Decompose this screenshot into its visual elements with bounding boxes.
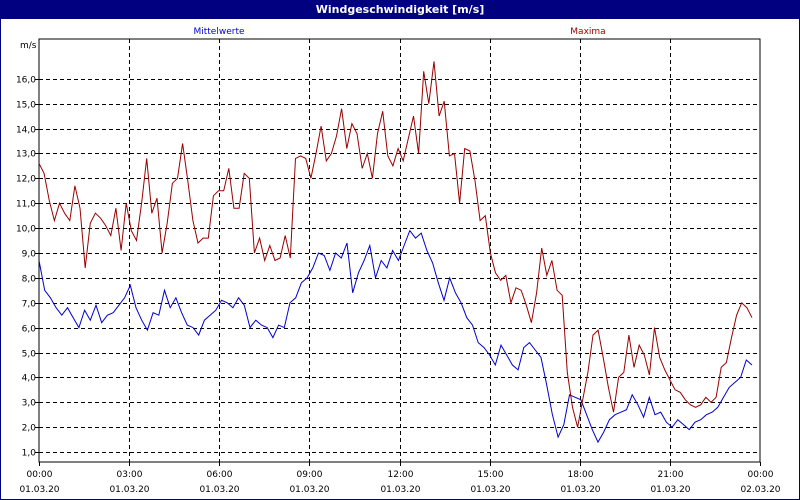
x-tick-time: 18:00 [568,470,594,480]
x-tick-time: 09:00 [297,470,323,480]
y-tick-label: 9,0 [22,250,37,260]
y-tick-label: 5,0 [22,350,37,360]
x-tick-time: 15:00 [478,470,504,480]
window-title: Windgeschwindigkeit [m/s] [315,3,485,16]
x-tick-time: 00:00 [27,470,53,480]
x-tick-date: 01.03.20 [289,485,329,495]
series-line-maxima [38,61,753,428]
x-tick-date: 01.03.20 [19,485,59,495]
y-tick-label: 15,0 [16,101,36,111]
x-tick-time: 00:00 [748,470,774,480]
y-tick-label: 16,0 [16,76,36,86]
y-tick-label: 14,0 [16,126,36,136]
series-line-mittelwerte [38,229,753,444]
y-tick-label: 10,0 [16,225,36,235]
y-tick-label: 7,0 [22,300,37,310]
y-tick-label: 6,0 [22,325,37,335]
x-tick-date: 01.03.20 [470,485,510,495]
y-tick-label: 4,0 [22,374,37,384]
legend-maxima: Maxima [570,27,605,37]
y-tick-label: 3,0 [22,399,37,409]
x-tick-time: 03:00 [117,470,143,480]
y-tick-label: 11,0 [16,200,36,210]
x-tick-date: 02.03.20 [740,485,780,495]
x-tick-date: 01.03.20 [109,485,149,495]
x-tick-time: 06:00 [207,470,233,480]
title-bar: Windgeschwindigkeit [m/s] [1,1,799,19]
x-tick-time: 21:00 [658,470,684,480]
x-tick-date: 01.03.20 [560,485,600,495]
y-tick-label: 1,0 [22,449,37,459]
y-tick-label: 2,0 [22,424,37,434]
y-tick-label: 8,0 [22,275,37,285]
x-tick-date: 01.03.20 [650,485,690,495]
plot-area [38,38,761,463]
y-tick-label: 13,0 [16,150,36,160]
x-tick-date: 01.03.20 [380,485,420,495]
y-axis-label: m/s [20,41,37,51]
x-tick-date: 01.03.20 [199,485,239,495]
legend-mittelwerte: Mittelwerte [193,27,244,37]
x-tick-time: 12:00 [388,470,414,480]
y-tick-label: 12,0 [16,175,36,185]
